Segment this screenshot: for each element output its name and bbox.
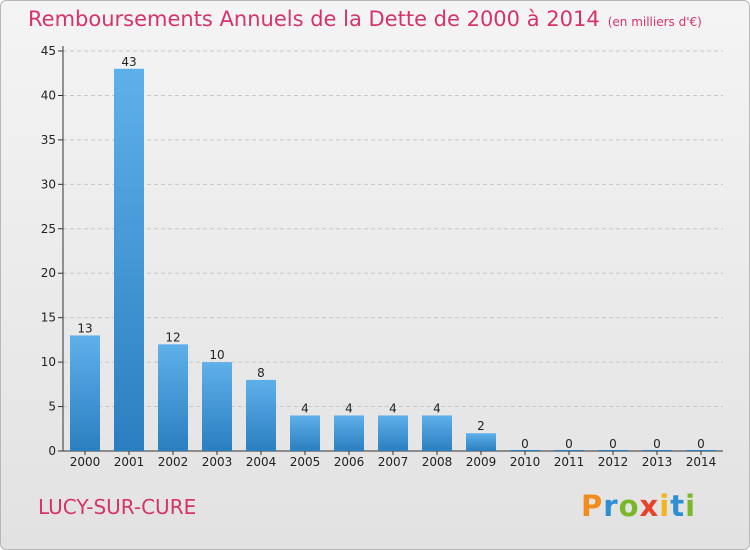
bar: [290, 415, 320, 451]
y-tick-label: 10: [41, 355, 56, 369]
data-label: 0: [521, 437, 529, 451]
proxiti-logo: Proxiti: [581, 489, 697, 523]
data-label: 4: [301, 401, 309, 415]
chart-title-text: Remboursements Annuels de la Dette de 20…: [28, 7, 600, 31]
y-tick-label: 5: [48, 400, 56, 414]
x-tick-label: 2007: [378, 455, 409, 469]
bar: [114, 68, 144, 452]
y-tick-label: 45: [41, 44, 56, 58]
bar: [378, 415, 408, 451]
bar: [466, 433, 496, 451]
x-tick-label: 2005: [290, 455, 321, 469]
x-tick-label: 2014: [686, 455, 717, 469]
bar: [70, 335, 100, 451]
data-label: 12: [165, 330, 180, 344]
data-label: 4: [389, 401, 397, 415]
bar: [158, 344, 188, 451]
x-tick-label: 2003: [202, 455, 233, 469]
x-tick-label: 2013: [642, 455, 673, 469]
y-tick-label: 20: [41, 266, 56, 280]
x-tick-label: 2006: [334, 455, 365, 469]
bar: [202, 362, 232, 451]
x-tick-label: 2009: [466, 455, 497, 469]
bar: [510, 450, 540, 451]
y-tick-label: 30: [41, 177, 56, 191]
x-tick-label: 2000: [70, 455, 101, 469]
chart-title: Remboursements Annuels de la Dette de 20…: [28, 7, 702, 31]
bar: [642, 450, 672, 451]
bar: [686, 450, 716, 451]
x-tick-label: 2010: [510, 455, 541, 469]
x-tick-label: 2001: [114, 455, 145, 469]
y-tick-label: 0: [48, 444, 56, 458]
data-label: 0: [653, 437, 661, 451]
y-tick-label: 15: [41, 311, 56, 325]
x-tick-label: 2004: [246, 455, 277, 469]
data-label: 13: [77, 321, 92, 335]
data-label: 0: [697, 437, 705, 451]
data-label: 0: [609, 437, 617, 451]
bar: [246, 379, 276, 451]
data-label: 43: [121, 55, 136, 69]
bar: [598, 450, 628, 451]
data-label: 0: [565, 437, 573, 451]
data-label: 10: [209, 348, 224, 362]
data-label: 8: [257, 366, 265, 380]
bar: [422, 415, 452, 451]
chart-unit: (en milliers d'€): [607, 15, 702, 29]
data-label: 4: [345, 401, 353, 415]
commune-name: LUCY-SUR-CURE: [38, 495, 197, 519]
bar: [554, 450, 584, 451]
x-tick-label: 2011: [554, 455, 585, 469]
y-tick-label: 35: [41, 133, 56, 147]
x-tick-label: 2012: [598, 455, 629, 469]
x-tick-label: 2008: [422, 455, 453, 469]
x-tick-label: 2002: [158, 455, 189, 469]
y-tick-label: 40: [41, 88, 56, 102]
data-label: 4: [433, 401, 441, 415]
y-tick-label: 25: [41, 222, 56, 236]
bar: [334, 415, 364, 451]
data-label: 2: [477, 419, 485, 433]
